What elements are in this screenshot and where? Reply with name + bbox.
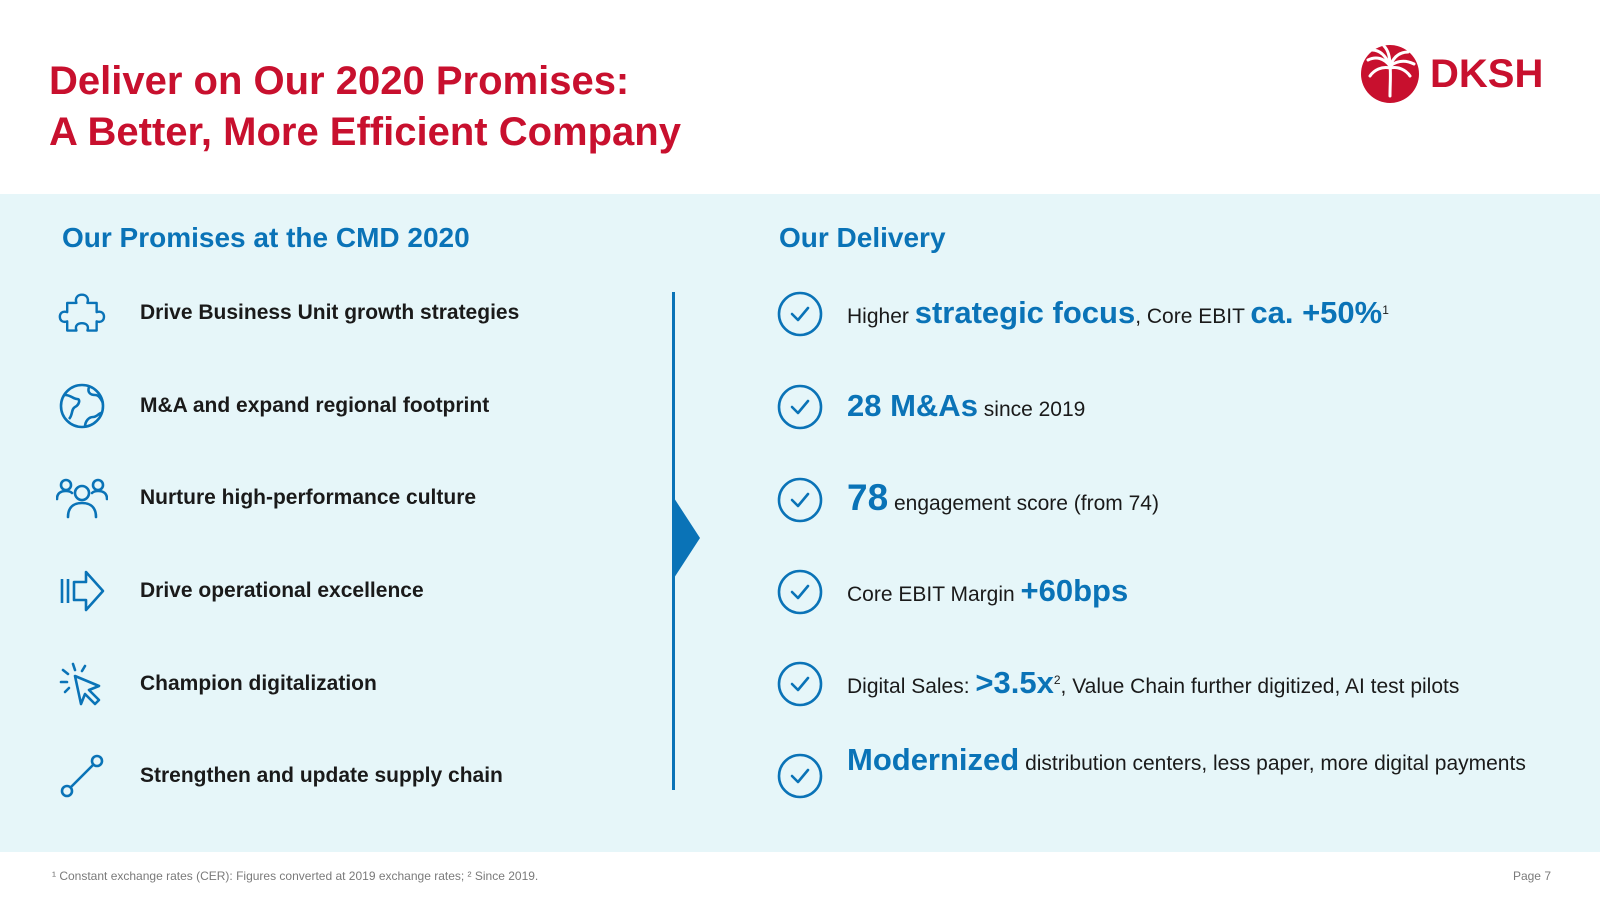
delivery-text: Higher strategic focus, Core EBIT ca. +5… <box>847 297 1389 332</box>
check-circle-icon <box>777 384 823 430</box>
delivery-text: 28 M&As since 2019 <box>847 390 1085 425</box>
promise-item: Strengthen and update supply chain <box>56 751 503 801</box>
delivery-highlight: strategic focus <box>914 294 1136 330</box>
page-number: Page 7 <box>1512 869 1551 883</box>
title-line-1: Deliver on Our 2020 Promises: <box>49 59 630 103</box>
promise-item: Drive Business Unit growth strategies <box>56 288 519 338</box>
divider-arrow-icon <box>674 498 700 578</box>
footnote-ref: 1 <box>1382 302 1389 317</box>
delivery-suffix: since 2019 <box>977 397 1086 421</box>
palm-tree-logo-icon <box>1361 44 1419 103</box>
check-circle-icon <box>777 569 823 615</box>
delivery-text: Modernized distribution centers, less pa… <box>847 744 1526 779</box>
promise-item: M&A and expand regional footprint <box>56 381 489 431</box>
delivery-text: Digital Sales: >3.5x2, Value Chain furth… <box>847 667 1459 702</box>
footnote-ref: 2 <box>1053 672 1061 687</box>
delivery-text: 78 engagement score (from 74) <box>847 479 1159 519</box>
delivery-heading: Our Delivery <box>779 222 946 253</box>
promises-heading: Our Promises at the CMD 2020 <box>62 222 470 253</box>
promise-item: Nurture high-performance culture <box>56 473 476 523</box>
check-circle-icon <box>777 291 823 337</box>
delivery-highlight: >3.5x <box>975 664 1054 700</box>
footnote: ¹ Constant exchange rates (CER): Figures… <box>52 869 539 883</box>
promise-item: Drive operational excellence <box>56 566 424 616</box>
delivery-suffix: engagement score (from 74) <box>888 491 1159 515</box>
delivery-highlight: +60bps <box>1020 572 1129 608</box>
delivery-highlight: ca. +50% <box>1250 294 1383 330</box>
delivery-middle: , Core EBIT <box>1135 304 1251 328</box>
promise-label: Strengthen and update supply chain <box>140 764 503 787</box>
title-line-2: A Better, More Efficient Company <box>49 110 681 154</box>
delivery-item: Core EBIT Margin +60bps <box>776 568 1128 616</box>
dksh-logo: DKSH <box>1360 44 1543 104</box>
check-circle-icon <box>777 753 823 799</box>
delivery-item: Digital Sales: >3.5x2, Value Chain furth… <box>776 660 1459 708</box>
delivery-highlight: Modernized <box>847 742 1020 777</box>
delivery-item: 28 M&As since 2019 <box>776 383 1085 431</box>
delivery-prefix: Digital Sales: <box>847 674 976 698</box>
delivery-item: Modernized distribution centers, less pa… <box>776 744 1536 800</box>
delivery-item: Higher strategic focus, Core EBIT ca. +5… <box>776 290 1389 338</box>
delivery-highlight: 28 M&As <box>847 387 978 423</box>
promise-item: Champion digitalization <box>56 659 377 709</box>
delivery-prefix: Higher <box>847 304 915 328</box>
delivery-highlight: 78 <box>847 476 889 518</box>
promise-label: M&A and expand regional footprint <box>140 394 490 417</box>
promise-label: Drive operational excellence <box>140 579 424 602</box>
delivery-text: Core EBIT Margin +60bps <box>847 575 1128 610</box>
promise-label: Nurture high-performance culture <box>140 486 477 509</box>
delivery-item: 78 engagement score (from 74) <box>776 476 1159 524</box>
arrow-right-icon <box>56 566 108 616</box>
promise-label: Champion digitalization <box>140 672 377 695</box>
page-title: Deliver on Our 2020 Promises: A Better, … <box>49 56 681 158</box>
route-icon <box>56 751 108 801</box>
check-circle-icon <box>777 661 823 707</box>
delivery-suffix: distribution centers, less paper, more d… <box>1019 752 1526 775</box>
check-circle-icon <box>777 477 823 523</box>
delivery-prefix: Core EBIT Margin <box>847 582 1021 606</box>
globe-icon <box>56 381 108 431</box>
column-divider <box>672 292 675 790</box>
people-icon <box>56 473 108 523</box>
delivery-suffix: , Value Chain further digitized, AI test… <box>1060 674 1460 698</box>
logo-text: DKSH <box>1430 51 1544 96</box>
promise-label: Drive Business Unit growth strategies <box>140 301 520 324</box>
cursor-click-icon <box>56 659 108 709</box>
content-panel: Our Promises at the CMD 2020 Our Deliver… <box>0 194 1600 852</box>
puzzle-icon <box>56 288 108 338</box>
